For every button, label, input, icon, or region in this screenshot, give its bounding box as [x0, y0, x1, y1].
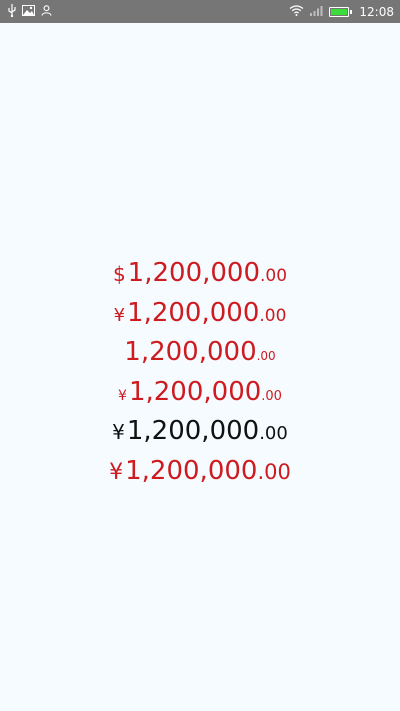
- price-decimal: .00: [260, 266, 288, 286]
- status-time: 12:08: [359, 4, 394, 19]
- price-integer: 1,200,000: [128, 376, 262, 407]
- price-decimal: .00: [259, 305, 287, 326]
- price-row: ¥1,200,000.00: [114, 294, 287, 334]
- price-integer: 1,200,000: [127, 297, 260, 328]
- currency-symbol: $: [112, 262, 126, 286]
- price-row: ¥1,200,000.00: [109, 452, 291, 492]
- usb-icon: [8, 3, 16, 20]
- signal-icon: [310, 5, 323, 19]
- price-row: $1,200,000.00: [113, 254, 287, 294]
- price-decimal: .00: [256, 349, 276, 363]
- image-icon: [22, 4, 35, 19]
- currency-symbol: ¥: [109, 459, 124, 485]
- wifi-icon: [289, 4, 304, 19]
- price-decimal: .00: [259, 423, 288, 444]
- price-decimal: .00: [257, 459, 291, 484]
- price-row: ¥1,200,000.00: [118, 373, 282, 413]
- price-row: 1,200,000.00: [124, 333, 275, 373]
- price-integer: 1,200,000: [127, 258, 260, 288]
- status-left-icons: [8, 3, 52, 20]
- price-integer: 1,200,000: [125, 455, 258, 486]
- currency-symbol: ¥: [113, 304, 126, 326]
- price-integer: 1,200,000: [124, 337, 257, 367]
- price-integer: 1,200,000: [126, 416, 260, 446]
- person-icon: [41, 4, 52, 19]
- status-bar: 12:08: [0, 0, 400, 23]
- currency-symbol: ¥: [118, 387, 127, 404]
- battery-level: [331, 8, 348, 15]
- price-list: $1,200,000.00 ¥1,200,000.00 1,200,000.00 ¥1…: [0, 254, 400, 491]
- price-decimal: .00: [261, 388, 282, 404]
- price-row: ¥1,200,000.00: [112, 412, 288, 452]
- battery-icon: [329, 6, 353, 17]
- status-right-icons: 12:08: [289, 5, 394, 19]
- currency-symbol: ¥: [112, 420, 125, 444]
